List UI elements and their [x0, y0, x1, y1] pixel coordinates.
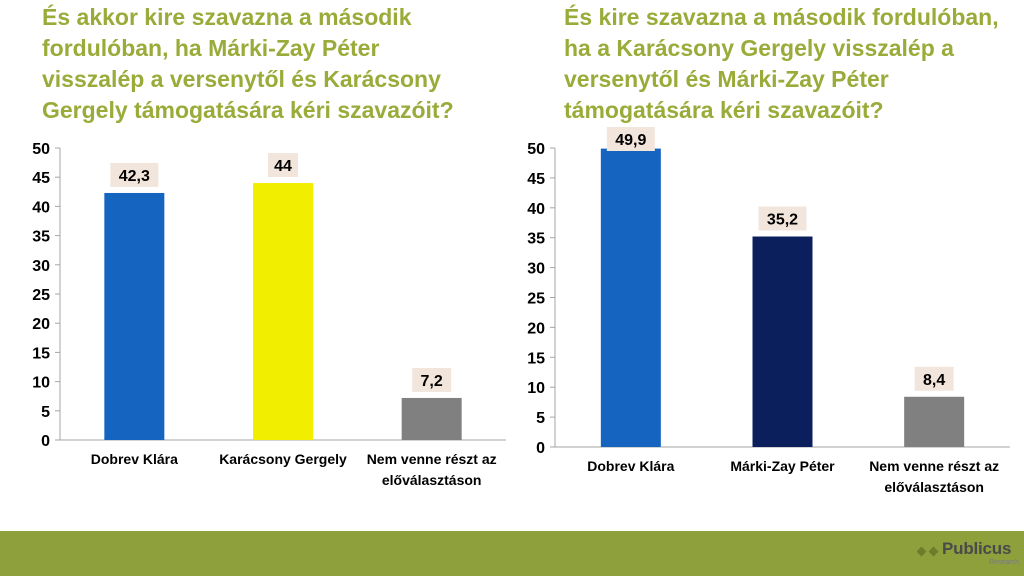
y-tick-label: 5: [536, 410, 545, 427]
bar: [752, 236, 813, 447]
data-label-box: [606, 127, 655, 151]
x-tick-label: Dobrev Klára: [91, 451, 178, 467]
chart-title-left: És akkor kire szavazna a második forduló…: [42, 4, 454, 123]
y-tick-label: 25: [527, 291, 545, 308]
bar: [104, 192, 165, 440]
y-tick-label: 5: [41, 404, 50, 421]
x-tick-label: Karácsony Gergely: [219, 451, 347, 467]
data-label: 8,4: [923, 372, 945, 389]
y-tick-label: 15: [32, 345, 50, 362]
y-tick-label: 35: [32, 229, 50, 246]
y-tick-label: 40: [527, 201, 545, 218]
y-tick-label: 45: [527, 171, 545, 188]
y-tick-label: 30: [32, 258, 50, 275]
bar-chart-right: 0 5 10 15 20 25 30 35 40 45 50 Dobrev Klára 49,9 Márk…: [527, 127, 1010, 495]
y-tick-label: 30: [527, 261, 545, 278]
data-label: 7,2: [421, 373, 443, 390]
footer-band: [0, 531, 1024, 576]
x-tick-label: Nem venne részt az: [869, 458, 999, 474]
data-label-box: [412, 367, 452, 392]
chart-title-right: És kire szavazna a második fordulóban, h…: [564, 4, 999, 123]
y-tick-label: 50: [32, 141, 50, 158]
data-label-box: [758, 206, 807, 231]
data-label: 49,9: [615, 132, 646, 149]
y-tick-label: 20: [32, 316, 50, 333]
data-label-box: [110, 162, 159, 187]
y-tick-label: 15: [527, 350, 545, 367]
x-tick-label: Márki-Zay Péter: [730, 458, 835, 474]
y-tick-label: 0: [536, 440, 545, 457]
data-label: 35,2: [767, 212, 798, 229]
data-label-box: [914, 366, 954, 391]
y-tick-label: 35: [527, 231, 545, 248]
bar: [253, 183, 313, 441]
data-label: 42,3: [119, 168, 150, 185]
y-tick-label: 45: [32, 170, 50, 187]
data-label: 44: [274, 158, 292, 175]
x-tick-label: előválasztáson: [884, 479, 984, 495]
x-tick-label: Dobrev Klára: [587, 458, 674, 474]
bar: [600, 148, 661, 447]
y-tick-label: 10: [32, 375, 50, 392]
x-tick-label: Nem venne részt az: [367, 451, 497, 467]
data-label-box: [268, 153, 298, 178]
bar-chart-left: 0 5 10 15 20 25 30 35 40 45 50 Dobrev Klára 42,3 Kará…: [32, 141, 506, 488]
y-tick-label: 20: [527, 320, 545, 337]
y-tick-label: 0: [41, 433, 50, 450]
publicus-logo: Publicus Research: [917, 536, 1024, 576]
y-tick-label: 50: [527, 141, 545, 158]
x-tick-label: előválasztáson: [382, 472, 482, 488]
publicus-logo-icon: [917, 540, 939, 564]
y-tick-label: 25: [32, 287, 50, 304]
y-tick-label: 10: [527, 380, 545, 397]
logo-subtitle: Research: [989, 559, 1019, 566]
bar: [401, 397, 462, 440]
bar: [904, 396, 965, 447]
y-tick-label: 40: [32, 199, 50, 216]
logo-name: Publicus: [942, 539, 1012, 558]
